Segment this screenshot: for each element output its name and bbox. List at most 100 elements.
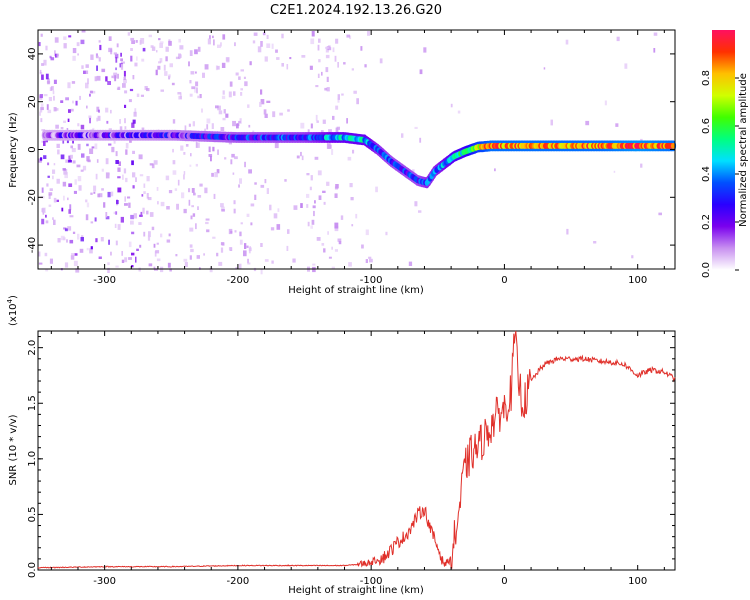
spectrogram-cell: [122, 174, 124, 180]
spectrogram-cell: [335, 127, 339, 133]
spectrogram-cell: [184, 262, 188, 267]
spectrogram-cell: [135, 256, 137, 263]
spectrogram-cell: [254, 194, 257, 200]
snr-y-axis-title: SNR (10 * v/v): [8, 414, 19, 485]
spectrogram-cell: [63, 43, 67, 49]
spectrogram-cell: [111, 75, 114, 79]
spectrogram-cell: [271, 43, 274, 49]
spectrogram-cell: [74, 253, 78, 256]
spectrogram-cell: [153, 266, 156, 270]
spectrogram-cell: [55, 108, 59, 111]
spectrogram-cell: [128, 202, 131, 208]
spectrogram-cell: [115, 265, 119, 268]
spectrogram-cell: [309, 186, 312, 191]
spectrogram-cell: [65, 97, 69, 101]
spectrogram-cell: [328, 256, 332, 259]
spectrogram-cell: [401, 133, 404, 138]
spectrogram-cell: [62, 138, 65, 144]
spectrogram-cell: [105, 212, 108, 218]
spectrogram-cell: [80, 169, 84, 172]
spectrogram-cell: [160, 89, 164, 92]
spectrogram-cell: [116, 43, 119, 48]
spectrogram-cell: [131, 40, 135, 44]
spectrogram-cell: [337, 62, 339, 68]
spectrogram-cell: [70, 255, 75, 260]
spectrogram-cell: [94, 217, 97, 222]
y-tick-label: 0.0: [27, 562, 38, 578]
spectrogram-cell: [224, 157, 227, 160]
spectrogram-cell: [124, 126, 127, 130]
spectrogram-cell: [172, 160, 176, 165]
spectrogram-cell: [76, 42, 80, 47]
spectrogram-cell: [311, 31, 315, 37]
spectrogram-cell: [321, 71, 323, 76]
spectrogram-cell: [248, 250, 251, 254]
spectrogram-cell: [49, 188, 53, 191]
spectrogram-cell: [67, 118, 70, 122]
colorbar-tick-label: 0.6: [701, 118, 712, 134]
spectrogram-cell: [235, 72, 239, 76]
spectrogram-cell: [117, 187, 122, 193]
spectrogram-cell: [217, 149, 219, 155]
spectrogram-cell: [322, 190, 326, 193]
spectrogram-cell: [158, 61, 161, 64]
spectrogram-cell: [89, 93, 91, 97]
spectrogram-cell: [132, 75, 135, 80]
spectrogram-cell: [260, 268, 263, 275]
spectrogram-cell: [38, 42, 41, 47]
spectrogram-cell: [107, 267, 110, 273]
spectrogram-cell: [124, 104, 127, 108]
spectrogram-cell: [317, 73, 320, 78]
spectrogram-cell: [77, 123, 80, 127]
spectrogram-cell: [67, 82, 71, 89]
spectrogram-cell: [56, 178, 60, 184]
spectrogram-cell: [46, 183, 49, 187]
spectrogram-cell: [157, 201, 159, 205]
spectrogram-cell: [41, 187, 44, 193]
spectrogram-cell: [252, 40, 256, 44]
spectrogram-cell: [204, 187, 208, 194]
spectrogram-cell: [77, 233, 80, 240]
spectrogram-cell: [325, 46, 329, 49]
spectrogram-cell: [277, 208, 280, 212]
spectrogram-cell: [287, 109, 290, 112]
spectrogram-cell: [222, 34, 226, 40]
spectrogram-cell: [131, 252, 135, 256]
spectrogram-cell: [175, 56, 180, 60]
spectrogram-cell: [68, 209, 71, 214]
spectrogram-cell: [167, 262, 171, 268]
spectrogram-cell: [324, 87, 328, 91]
spectrogram-cell: [72, 48, 77, 54]
spectrogram-cell: [73, 190, 77, 194]
spectrogram-cell: [52, 169, 56, 174]
spectrogram-cell: [169, 268, 172, 272]
spectrogram-cell: [225, 57, 230, 62]
spectrogram-cell: [239, 231, 242, 237]
spectrogram-cell: [120, 216, 124, 223]
spectrogram-cell: [68, 183, 73, 187]
spectrogram-cell: [172, 170, 177, 175]
spectrogram-cell: [249, 61, 252, 66]
spectrogram-cell: [62, 237, 66, 241]
spectrogram-cell: [494, 168, 496, 172]
spectrogram-cell: [86, 247, 89, 251]
spectrogram-cell: [69, 239, 74, 244]
ridge-core: [670, 142, 676, 149]
spectrogram-cell: [218, 261, 223, 266]
spectrogram-cell: [63, 120, 66, 123]
spectrogram-cell: [76, 164, 81, 168]
spectrogram-cell: [98, 40, 101, 43]
spectrogram-cell: [346, 118, 348, 124]
spectrogram-cell: [80, 124, 85, 130]
spectrogram-cell: [197, 195, 202, 198]
spectrogram-cell: [107, 191, 111, 198]
spectrogram-cell: [111, 146, 115, 153]
spectrogram-cell: [221, 62, 226, 68]
spectrogram-cell: [196, 87, 198, 94]
spectrogram-cell: [129, 139, 132, 143]
spectrogram-cell: [57, 149, 60, 155]
spectrogram-cell: [79, 95, 81, 100]
spectrogram-cell: [306, 193, 310, 198]
spectrogram-cell: [139, 40, 142, 45]
spectrogram-cell: [158, 38, 161, 41]
